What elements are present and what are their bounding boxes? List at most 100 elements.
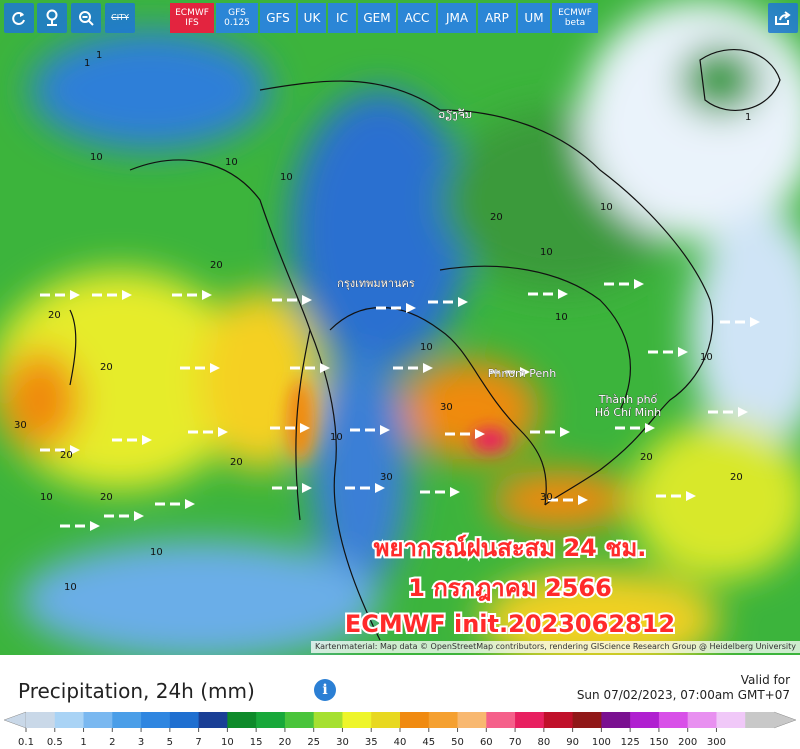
location-button[interactable]	[37, 3, 67, 33]
map-labels: ວຽງຈັນ กรุงเทพมหานคร Phnom Penh Thành phố Hồ…	[14, 50, 751, 593]
contour-label: 20	[490, 212, 503, 223]
wind-arrow-head	[90, 521, 100, 531]
scale-label: 80	[537, 737, 550, 748]
contour-label: 20	[210, 260, 223, 271]
wind-arrow-head	[475, 429, 485, 439]
wind-arrow-head	[302, 483, 312, 493]
model-button[interactable]: ECMWF beta	[552, 3, 598, 33]
wind-arrow-head	[738, 407, 748, 417]
scale-swatch	[313, 712, 343, 728]
wind-arrow-head	[458, 297, 468, 307]
contour-label: 30	[14, 420, 27, 431]
scale-swatch	[54, 712, 85, 728]
contour-label: 10	[90, 152, 103, 163]
wind-arrow-head	[750, 317, 760, 327]
wind-arrow-head	[558, 289, 568, 299]
place-label: Thành phố Hồ Chí Minh	[595, 393, 661, 419]
wind-arrow-head	[645, 423, 655, 433]
scale-label: 25	[307, 737, 320, 748]
forecast-date: 1 กรกฎาคม 2566	[406, 572, 614, 604]
refresh-button[interactable]	[4, 3, 34, 33]
contour-label: 10	[700, 352, 713, 363]
model-button[interactable]: GFS	[260, 3, 296, 33]
wind-arrow-head	[423, 363, 433, 373]
scale-swatch	[745, 712, 775, 728]
scale-swatch	[630, 712, 660, 728]
precipitation-map: ວຽງຈັນ กรุงเทพมหานคร Phnom Penh Thành phố Hồ…	[0, 0, 800, 655]
info-button[interactable]: i	[314, 679, 336, 701]
contour-label: 10	[225, 157, 238, 168]
valid-time: Sun 07/02/2023, 07:00am GMT+07	[576, 688, 790, 702]
zoom-button[interactable]	[71, 3, 101, 33]
contour-label: 20	[640, 452, 653, 463]
scale-label: 30	[336, 737, 349, 748]
contour-label: 20	[60, 450, 73, 461]
wind-arrow-head	[70, 290, 80, 300]
contour-label: 1	[96, 50, 102, 61]
wind-arrow-head	[678, 347, 688, 357]
contour-label: 20	[730, 472, 743, 483]
scale-label: 0.5	[47, 737, 63, 748]
contour-label: 1	[84, 58, 90, 69]
model-button[interactable]: UM	[518, 3, 550, 33]
contour-label: 10	[330, 432, 343, 443]
scale-label: 2	[109, 737, 115, 748]
scale-swatch	[687, 712, 717, 728]
model-button[interactable]: UK	[298, 3, 326, 33]
scale-arrow-right	[773, 711, 797, 729]
scale-label: 0.1	[18, 737, 34, 748]
color-scale: 0.1 0.5 1 2 3 5 7 10 15 20 25 30 35 40 45 50 60 70 80 90 100…	[3, 711, 797, 748]
contour-label: 10	[540, 247, 553, 258]
scale-swatch	[83, 712, 113, 728]
contour-label: 30	[440, 402, 453, 413]
scale-label: 60	[480, 737, 493, 748]
scale-swatch	[112, 712, 142, 728]
scale-swatch	[26, 712, 56, 728]
scale-swatch	[486, 712, 516, 728]
scale-swatch	[400, 712, 430, 728]
contour-label: 20	[100, 362, 113, 373]
wind-arrow-head	[520, 367, 530, 377]
contour-label: 10	[40, 492, 53, 503]
wind-arrow-head	[634, 279, 644, 289]
scale-label: 125	[621, 737, 640, 748]
wind-arrow-head	[406, 303, 416, 313]
contour-label: 20	[48, 310, 61, 321]
scale-arrow-left	[3, 711, 27, 729]
model-button[interactable]: ARP	[478, 3, 516, 33]
wind-arrow-head	[122, 290, 132, 300]
model-button[interactable]: ACC	[398, 3, 436, 33]
scale-label: 50	[451, 737, 464, 748]
valid-label: Valid for	[740, 673, 790, 687]
model-button[interactable]: JMA	[438, 3, 476, 33]
scale-swatch	[256, 712, 286, 728]
scale-swatch	[601, 712, 631, 728]
scale-label: 150	[649, 737, 668, 748]
wind-arrow-head	[218, 427, 228, 437]
scale-label: 3	[138, 737, 144, 748]
model-button[interactable]: GEM	[358, 3, 396, 33]
wind-arrow-head	[375, 483, 385, 493]
forecast-title: พยากรณ์ฝนสะสม 24 ชม.	[372, 532, 649, 564]
share-button[interactable]	[768, 3, 798, 33]
model-button[interactable]: GFS 0.125	[216, 3, 258, 33]
scale-swatch	[284, 712, 315, 728]
model-button[interactable]: IC	[328, 3, 356, 33]
wind-arrow-head	[302, 295, 312, 305]
scale-swatch	[342, 712, 372, 728]
scale-swatch	[658, 712, 689, 728]
wind-arrow-head	[70, 445, 80, 455]
rain-field	[0, 0, 800, 655]
wind-arrow-head	[320, 363, 330, 373]
wind-arrow-head	[578, 495, 588, 505]
attribution: Kartenmaterial: Map data © OpenStreetMap…	[310, 641, 800, 653]
scale-label: 40	[394, 737, 407, 748]
city-button[interactable]: CITY	[105, 3, 135, 33]
scale-label: 300	[707, 737, 726, 748]
wind-arrow-head	[185, 499, 195, 509]
wind-arrow-head	[142, 435, 152, 445]
contour-label: 1	[745, 112, 751, 123]
contour-label: 20	[230, 457, 243, 468]
model-button[interactable]: ECMWF IFS	[170, 3, 214, 33]
